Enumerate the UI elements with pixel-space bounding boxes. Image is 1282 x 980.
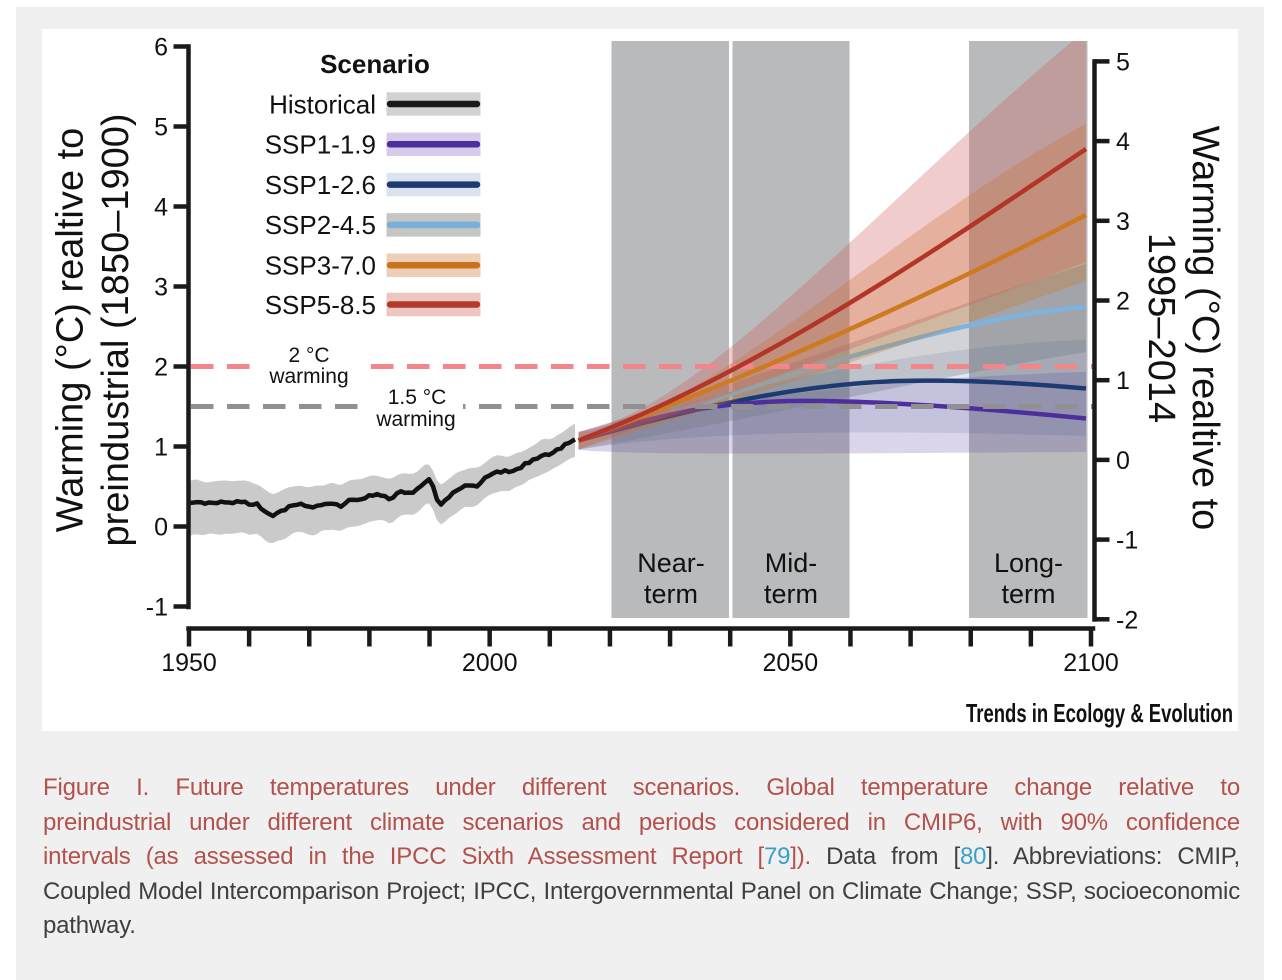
svg-text:SSP1-2.6: SSP1-2.6 xyxy=(265,170,376,200)
svg-text:2000: 2000 xyxy=(462,649,518,677)
svg-text:6: 6 xyxy=(154,34,168,62)
svg-text:preindustrial (1850–1900): preindustrial (1850–1900) xyxy=(95,113,137,546)
svg-text:SSP5-8.5: SSP5-8.5 xyxy=(265,290,376,320)
svg-text:Trends in Ecology & Evolution: Trends in Ecology & Evolution xyxy=(966,698,1233,728)
svg-text:term: term xyxy=(1002,579,1056,609)
svg-text:2100: 2100 xyxy=(1063,649,1119,677)
svg-text:warming: warming xyxy=(375,408,455,431)
svg-text:SSP3-7.0: SSP3-7.0 xyxy=(265,251,376,281)
svg-text:-1: -1 xyxy=(146,594,168,622)
svg-text:warming: warming xyxy=(268,365,348,388)
svg-text:2050: 2050 xyxy=(762,649,818,677)
svg-text:SSP2-4.5: SSP2-4.5 xyxy=(265,210,376,240)
svg-text:3: 3 xyxy=(1116,208,1130,236)
svg-text:-1: -1 xyxy=(1116,527,1138,555)
svg-text:1: 1 xyxy=(154,434,168,462)
svg-text:Mid-: Mid- xyxy=(765,548,818,578)
svg-text:5: 5 xyxy=(154,114,168,142)
svg-text:term: term xyxy=(644,579,698,609)
svg-text:-2: -2 xyxy=(1116,606,1138,634)
svg-text:0: 0 xyxy=(154,514,168,542)
svg-text:SSP1-1.9: SSP1-1.9 xyxy=(265,130,376,160)
svg-text:Long-: Long- xyxy=(994,548,1063,578)
svg-text:4: 4 xyxy=(154,194,168,222)
svg-text:term: term xyxy=(764,579,818,609)
svg-text:1.5 °C: 1.5 °C xyxy=(388,386,447,409)
svg-text:1950: 1950 xyxy=(161,649,217,677)
svg-text:1995–2014: 1995–2014 xyxy=(1140,233,1182,423)
svg-text:1: 1 xyxy=(1116,367,1130,395)
svg-text:0: 0 xyxy=(1116,447,1130,475)
svg-text:2: 2 xyxy=(154,354,168,382)
svg-text:5: 5 xyxy=(1116,48,1130,76)
svg-text:Scenario: Scenario xyxy=(320,49,430,79)
svg-text:Historical: Historical xyxy=(269,89,376,119)
svg-text:2 °C: 2 °C xyxy=(288,344,329,367)
svg-text:Warming (°C) realtive to: Warming (°C) realtive to xyxy=(50,128,92,532)
svg-text:4: 4 xyxy=(1116,128,1130,156)
svg-text:Warming (°C) realtive to: Warming (°C) realtive to xyxy=(1184,126,1226,530)
svg-text:3: 3 xyxy=(154,274,168,302)
svg-text:Near-: Near- xyxy=(637,548,705,578)
svg-text:2: 2 xyxy=(1116,288,1130,316)
